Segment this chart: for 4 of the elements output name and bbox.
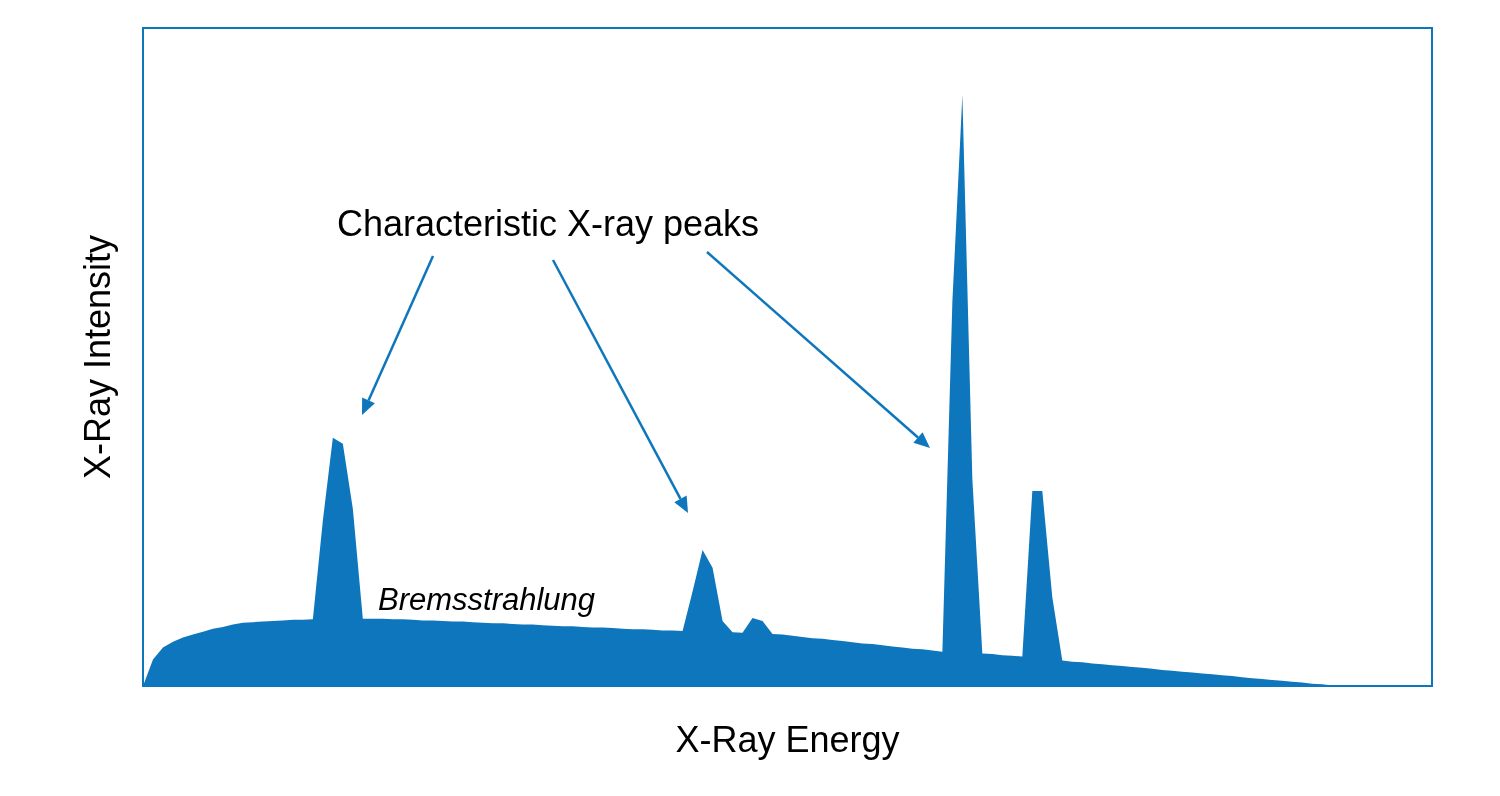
y-axis-title: X-Ray Intensity: [77, 234, 118, 480]
annotation: Characteristic X-ray peaks: [336, 203, 760, 244]
annotation: Bremsstrahlung: [378, 582, 596, 617]
x-axis-title: X-Ray Energy: [675, 719, 900, 760]
